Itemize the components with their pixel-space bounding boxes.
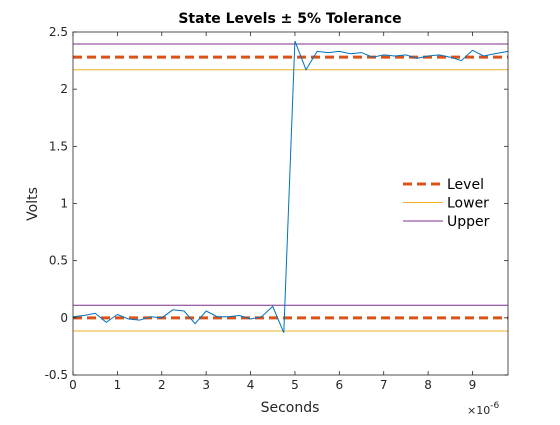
axis-ticks: 0 1 2 3 4 5 6 7 8 9-0.500.511.522.5: [45, 25, 508, 392]
y-tick-label: 0: [60, 311, 68, 325]
x-tick-label: 7: [380, 378, 388, 392]
y-tick-label: -0.5: [45, 368, 68, 382]
y-tick-label: 1: [60, 197, 68, 211]
x-axis-exponent: ×10-6: [467, 401, 499, 417]
x-tick-label: 8: [424, 378, 432, 392]
legend: Level Lower Upper: [403, 177, 490, 230]
y-tick-label: 2: [60, 82, 68, 96]
signal-group: [72, 40, 509, 333]
legend-label-lower: Lower: [447, 196, 489, 212]
plot-area-background: [73, 32, 508, 375]
x-tick-label: 0: [69, 378, 77, 392]
signal-line: [72, 40, 509, 333]
x-tick-label: 6: [336, 378, 344, 392]
legend-label-level: Level: [447, 177, 484, 193]
x-axis-exponent-power: -6: [490, 401, 499, 411]
x-tick-label: 2: [158, 378, 166, 392]
y-axis-label: Volts: [25, 187, 41, 221]
x-tick-label: 1: [114, 378, 122, 392]
x-axis-exponent-base: ×10: [467, 404, 490, 417]
y-tick-label: 0.5: [49, 254, 68, 268]
x-tick-label: 4: [247, 378, 255, 392]
x-axis-label: Seconds: [261, 400, 320, 416]
x-tick-label: 3: [202, 378, 210, 392]
chart-title: State Levels ± 5% Tolerance: [178, 11, 401, 27]
x-tick-label: 5: [291, 378, 299, 392]
y-tick-label: 2.5: [49, 25, 68, 39]
legend-label-upper: Upper: [447, 214, 490, 230]
x-tick-label: 9: [469, 378, 477, 392]
y-tick-label: 1.5: [49, 139, 68, 153]
